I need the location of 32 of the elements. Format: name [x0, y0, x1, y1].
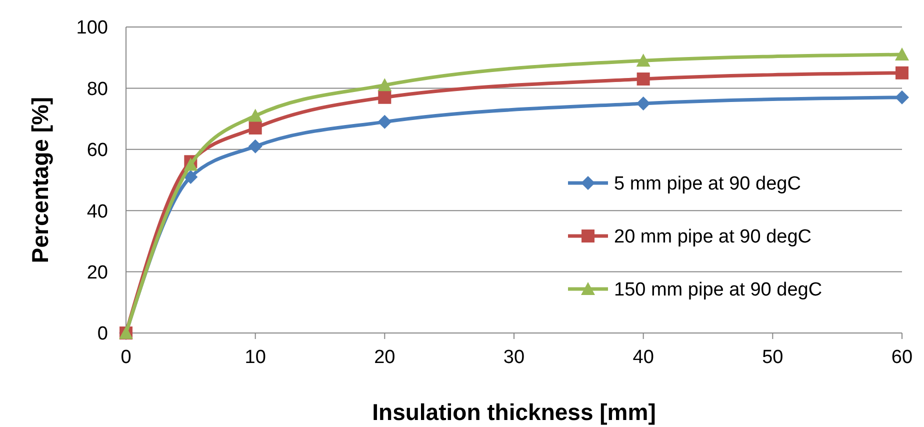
point	[184, 170, 198, 184]
legend-label: 20 mm pipe at 90 degC	[614, 226, 812, 248]
x-tick-label: 10	[244, 347, 266, 368]
y-tick-label: 0	[97, 324, 108, 345]
point	[378, 114, 392, 129]
legend-label: 5 mm pipe at 90 degC	[614, 174, 801, 195]
point	[636, 54, 650, 67]
point	[636, 96, 650, 110]
y-tick-label: 60	[86, 140, 108, 162]
point	[378, 90, 392, 104]
x-tick-label: 0	[120, 347, 132, 368]
y-tick-label: 80	[86, 78, 108, 100]
point	[248, 121, 262, 134]
point	[248, 108, 262, 122]
point	[636, 72, 650, 86]
y-tick-label: 20	[86, 262, 108, 284]
point	[895, 90, 909, 104]
x-axis-title: Insulation thickness [mm]	[372, 399, 656, 425]
point	[895, 48, 909, 61]
legend-label: 150 mm pipe at 90 degC	[614, 280, 822, 301]
point	[896, 66, 908, 80]
x-tick-label: 20	[374, 347, 396, 368]
point	[248, 139, 262, 154]
x-tick-label: 40	[632, 347, 654, 368]
point	[378, 78, 392, 92]
y-axis-title: Percentage [%]	[27, 96, 53, 264]
x-tick-label: 30	[503, 347, 525, 368]
x-tick-label: 60	[891, 347, 913, 368]
y-tick-label: 100	[76, 18, 108, 39]
x-tick-label: 50	[762, 347, 784, 368]
y-tick-label: 40	[86, 201, 108, 222]
point	[184, 158, 198, 171]
